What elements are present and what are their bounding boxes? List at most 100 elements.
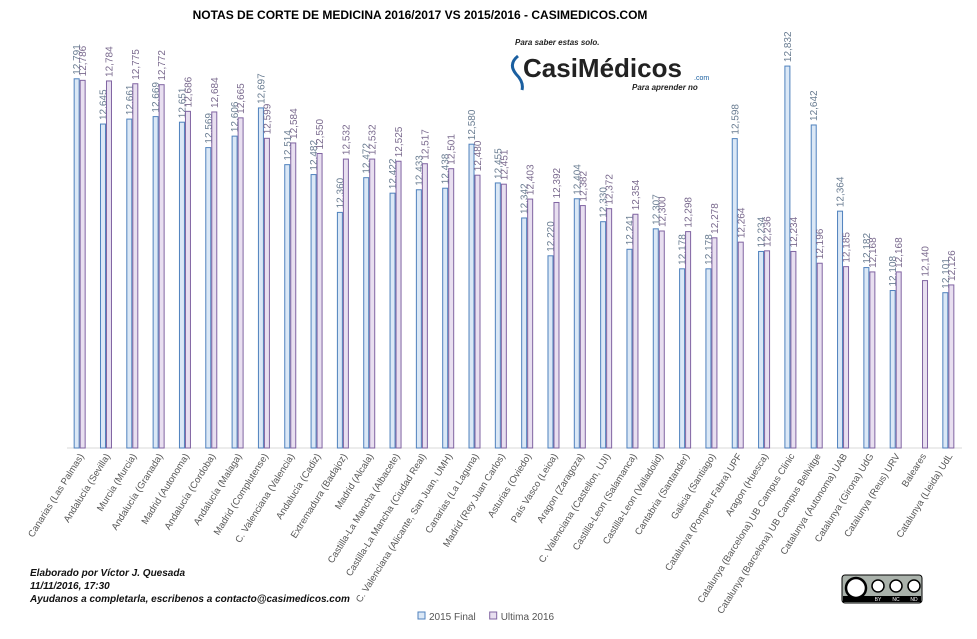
data-label: 12,330 (599, 187, 610, 218)
data-label: 12,182 (862, 233, 873, 264)
data-label: 12,372 (605, 174, 616, 205)
bar (573, 198, 580, 449)
data-label: 12,686 (183, 76, 194, 107)
bar (705, 268, 712, 449)
data-label: 12,196 (815, 228, 826, 259)
logo-icon (511, 54, 524, 91)
bar (547, 255, 554, 449)
data-label: 12,433 (414, 155, 425, 186)
bar (421, 163, 428, 449)
data-label: 12,168 (894, 237, 905, 268)
bar (843, 266, 850, 449)
bar (626, 248, 633, 449)
bar (184, 110, 191, 449)
bar (679, 268, 686, 449)
data-label: 12,472 (362, 143, 373, 174)
bar (922, 280, 929, 449)
data-label: 12,354 (631, 179, 642, 210)
footer-line: Elaborado por Víctor J. Quesada (30, 568, 185, 579)
data-label: 12,168 (868, 237, 879, 268)
bar (685, 231, 692, 449)
logo-top: Para saber estas solo. (515, 38, 600, 47)
data-label: 12,236 (763, 216, 774, 247)
data-label: 12,598 (730, 104, 741, 135)
bar (895, 271, 902, 449)
data-label: 12,234 (789, 216, 800, 247)
bar (579, 205, 586, 449)
bar (816, 262, 823, 449)
badge-cc (844, 576, 868, 600)
data-label: 12,364 (836, 176, 847, 207)
data-label: 12,178 (678, 234, 689, 265)
bar (310, 174, 317, 449)
bar (342, 158, 349, 449)
data-label: 12,684 (210, 77, 221, 108)
bar (731, 138, 738, 449)
badge-text: ND (910, 597, 918, 603)
bar (415, 189, 422, 449)
data-label: 12,264 (736, 207, 747, 238)
data-label: 12,392 (552, 167, 563, 198)
data-label: 12,661 (125, 84, 136, 115)
legend-swatch (417, 611, 426, 620)
bar (257, 107, 264, 449)
badge-icon (871, 579, 885, 593)
bar (336, 211, 343, 449)
data-label: 12,525 (394, 126, 405, 157)
bar (205, 147, 212, 449)
data-label: 12,599 (262, 103, 273, 134)
bar (948, 284, 955, 449)
bar (284, 164, 291, 449)
data-label: 12,451 (499, 149, 510, 180)
data-label: 12,438 (441, 153, 452, 184)
data-label: 12,550 (315, 118, 326, 149)
data-label: 12,404 (572, 164, 583, 195)
data-label: 12,645 (98, 89, 109, 120)
data-label: 12,772 (157, 50, 168, 81)
bar (737, 241, 744, 449)
footer-line: Ayudanos a completarla, escribenos a con… (29, 594, 350, 605)
data-label: 12,178 (704, 234, 715, 265)
data-label: 12,669 (151, 82, 162, 113)
badge-text: NC (892, 597, 900, 603)
bar (494, 182, 501, 449)
bar (758, 250, 765, 449)
bar (553, 201, 560, 449)
data-label: 12,580 (467, 109, 478, 140)
bar (632, 213, 639, 449)
data-label: 12,514 (283, 130, 294, 161)
data-label: 12,791 (72, 44, 83, 75)
data-label: 12,241 (625, 214, 636, 245)
bar (395, 160, 402, 449)
data-label: 12,651 (177, 87, 188, 118)
data-label: 12,307 (651, 194, 662, 225)
data-label: 12,569 (204, 113, 215, 144)
badge-text: BY (875, 597, 882, 603)
bar (263, 137, 270, 449)
bar (73, 78, 80, 449)
license-badge: BY NC ND (841, 574, 923, 604)
data-label: 12,342 (520, 183, 531, 214)
bar (863, 267, 870, 449)
bar (99, 123, 106, 449)
bar (600, 221, 607, 449)
data-label: 12,480 (473, 140, 484, 171)
data-label: 12,108 (888, 255, 899, 286)
legend-label: 2015 Final (429, 612, 476, 623)
legend-label: Ultima 2016 (501, 612, 555, 623)
bar (316, 153, 323, 449)
data-label: 12,642 (809, 90, 820, 121)
bar (652, 228, 659, 449)
bar (527, 198, 534, 449)
bar (784, 65, 791, 449)
data-label: 12,234 (757, 216, 768, 247)
data-label: 12,185 (842, 232, 853, 263)
bar (468, 143, 475, 449)
bar (606, 208, 613, 449)
logo-suffix: .com (694, 75, 709, 82)
badge-icon (889, 579, 903, 593)
data-label: 12,786 (78, 45, 89, 76)
footer-line: 11/11/2016, 17:30 (30, 581, 110, 592)
data-label: 12,422 (388, 158, 399, 189)
